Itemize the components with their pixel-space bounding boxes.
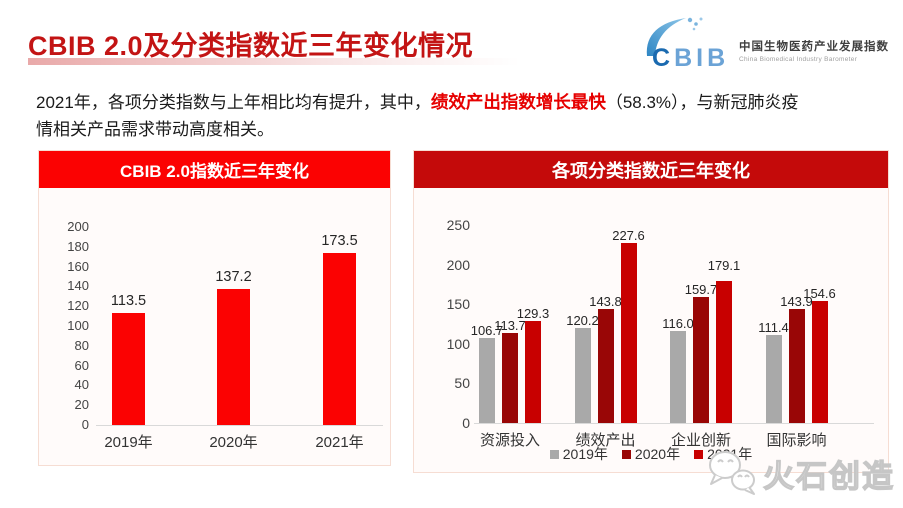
y-axis-tick-label: 150 [446, 296, 470, 313]
title-underline-bar [28, 58, 520, 65]
logo-names: 中国生物医药产业发展指数 China Biomedical Industry B… [739, 24, 889, 63]
y-axis-tick-label: 250 [446, 217, 470, 233]
right-chart-banner: 各项分类指数近三年变化 [414, 151, 888, 188]
legend-swatch [621, 449, 631, 459]
watermark-text: 火石创造 [762, 458, 895, 494]
left-chart-canvas: 0 20 40 60 80 100 120 140 160 180 200 113.5 2019年 137… [39, 151, 390, 465]
intro-paragraph: 2021年，各项分类指数与上年相比均有提升，其中，绩效产出指数增长最快（58.3… [36, 88, 886, 144]
bar-value-label: 143.8 [589, 294, 622, 310]
y-axis-tick-label: 50 [454, 375, 470, 392]
x-axis-line [474, 423, 874, 424]
left-chart-panel: 0 20 40 60 80 100 120 140 160 180 200 113.5 2019年 137… [38, 150, 391, 466]
y-axis-tick-label: 120 [67, 298, 89, 314]
bar-value-label: 106.7 [470, 323, 504, 339]
svg-text:CBIB: CBIB [652, 44, 729, 70]
bar [788, 309, 805, 423]
bar [597, 309, 614, 423]
legend-swatch [694, 449, 704, 459]
bar-value-label: 113.5 [110, 292, 147, 309]
y-axis-tick-label: 160 [67, 258, 89, 274]
legend-swatch [549, 449, 559, 459]
bar-value-label: 173.5 [321, 233, 358, 250]
bar-value-label: 129.3 [516, 305, 550, 321]
wechat-bubbles-icon [709, 451, 755, 495]
logo-name-en: China Biomedical Industry Barometer [739, 55, 858, 63]
y-axis-tick-label: 0 [462, 415, 470, 431]
intro-line-1: 2021年，各项分类指数与上年相比均有提升，其中，绩效产出指数增长最快（58.3… [36, 88, 886, 116]
bar [217, 289, 250, 425]
bar-value-label: 113.7 [494, 317, 526, 333]
legend-label: 2019年 [562, 446, 608, 462]
bar [693, 296, 709, 423]
right-chart-title: 各项分类指数近三年变化 [552, 160, 750, 181]
bar [716, 281, 732, 423]
cbib-logo: CBIB 中国生物医药产业发展指数 China Biomedical Indus… [640, 16, 889, 70]
bar-value-label: 143.9 [780, 294, 813, 310]
bar [525, 320, 541, 423]
logo-wordmark-rest: BIB [674, 44, 729, 70]
y-axis-tick-label: 100 [67, 318, 89, 333]
x-axis-category-label: 2021年 [315, 434, 364, 451]
bar [670, 331, 686, 423]
bar-value-label: 227.6 [612, 227, 645, 243]
bar-value-label: 116.0 [662, 316, 694, 332]
y-axis-tick-label: 20 [74, 397, 89, 413]
right-chart-canvas: 0 50 100 150 200 250 106.7 113.7 129.3 资源投入 120.2 1… [414, 151, 888, 472]
x-axis-category-label: 国际影响 [766, 432, 827, 449]
cbib-logo-swoosh-icon: CBIB [646, 17, 729, 70]
legend-label: 2020年 [634, 446, 681, 462]
watermark: 火石创造 [705, 448, 895, 498]
x-axis-line [96, 425, 383, 426]
x-axis-category-label: 企业创新 [670, 432, 731, 449]
bar-value-label: 154.6 [803, 285, 836, 301]
legend-item: 2020年 [621, 444, 681, 464]
logo-wordmark-first: C [652, 44, 674, 70]
bar [574, 327, 591, 423]
y-axis-tick-label: 80 [74, 337, 89, 353]
y-axis-tick-label: 200 [446, 256, 470, 273]
y-axis-tick-label: 60 [74, 357, 89, 373]
page-title: CBIB 2.0及分类指数近三年变化情况 [28, 31, 474, 61]
y-axis-tick-label: 40 [74, 377, 89, 393]
bar [323, 253, 356, 425]
right-chart-panel: 0 50 100 150 200 250 106.7 113.7 129.3 资源投入 120.2 1… [413, 150, 889, 473]
bar-value-label: 137.2 [215, 269, 252, 286]
bar-value-label: 179.1 [707, 258, 741, 274]
bar [620, 242, 637, 423]
y-axis-tick-label: 200 [67, 219, 89, 234]
bar [112, 312, 145, 425]
bar [479, 338, 495, 423]
bar [811, 300, 828, 423]
legend-item: 2019年 [549, 444, 608, 464]
y-axis-tick-label: 140 [67, 278, 89, 294]
bar [502, 332, 518, 423]
x-axis-category-label: 2020年 [209, 434, 258, 451]
bar-value-label: 159.7 [684, 281, 718, 297]
left-chart-banner: CBIB 2.0指数近三年变化 [39, 151, 390, 188]
left-chart-title: CBIB 2.0指数近三年变化 [120, 162, 309, 181]
y-axis-tick-label: 100 [446, 335, 470, 352]
intro-highlight-text: 绩效产出指数增长最快 [430, 92, 606, 112]
bar-value-label: 111.4 [758, 319, 789, 335]
y-axis-tick-label: 0 [81, 417, 89, 432]
x-axis-category-label: 2019年 [104, 434, 153, 451]
x-axis-category-label: 资源投入 [479, 432, 540, 449]
bar-value-label: 120.2 [566, 312, 599, 328]
y-axis-tick-label: 180 [67, 238, 89, 254]
intro-line-2: 情相关产品需求带动高度相关。 [36, 120, 274, 139]
bar [765, 334, 782, 423]
x-axis-category-label: 绩效产出 [575, 432, 636, 449]
intro-text-post: （58.3%），与新冠肺炎疫 [605, 93, 799, 112]
logo-name-cn: 中国生物医药产业发展指数 [739, 40, 889, 53]
intro-text-pre: 2021年，各项分类指数与上年相比均有提升，其中， [36, 93, 431, 112]
